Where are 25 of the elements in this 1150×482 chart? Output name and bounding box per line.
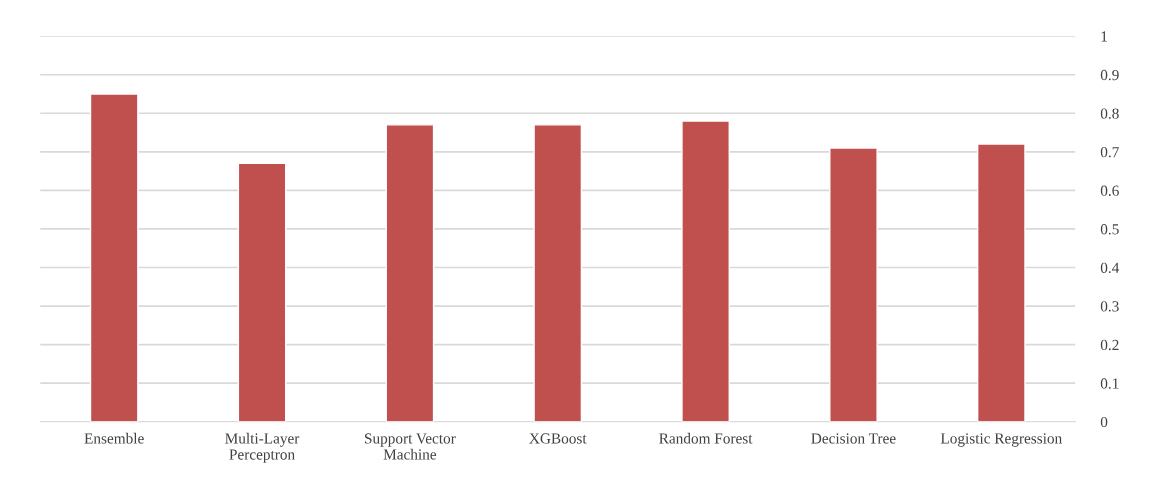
y-tick-label: 1 bbox=[1101, 31, 1107, 42]
x-tick-label: Multi-Layer Perceptron bbox=[225, 432, 300, 463]
x-tick-label: Support Vector Machine bbox=[365, 433, 456, 460]
bar bbox=[533, 124, 583, 422]
y-tick-label: 0.7 bbox=[1100, 146, 1119, 158]
y-tick-label: 0.2 bbox=[1100, 339, 1119, 351]
y-tick-label: 0.6 bbox=[1100, 185, 1119, 196]
x-tick-label: Random Forest bbox=[659, 432, 753, 444]
bar bbox=[976, 143, 1026, 422]
y-tick-label: 0.5 bbox=[1100, 224, 1119, 235]
x-tick-label: Logistic Regression bbox=[940, 433, 1062, 447]
y-tick-label: 0 bbox=[1100, 416, 1108, 428]
bar bbox=[89, 93, 139, 422]
bar bbox=[829, 147, 878, 422]
y-tick-label: 0.9 bbox=[1100, 69, 1119, 81]
bar bbox=[237, 162, 287, 422]
y-tick-label: 0.8 bbox=[1100, 108, 1119, 119]
x-tick-label: Ensemble bbox=[84, 432, 144, 444]
y-tick-label: 0.1 bbox=[1100, 378, 1119, 389]
x-tick-label: XGBoost bbox=[529, 433, 587, 444]
y-tick-label: 0.3 bbox=[1100, 301, 1119, 312]
x-tick-label: Decision Tree bbox=[811, 433, 896, 444]
y-tick-label: 0.4 bbox=[1100, 262, 1120, 274]
bar bbox=[681, 120, 730, 422]
bar bbox=[385, 124, 435, 422]
